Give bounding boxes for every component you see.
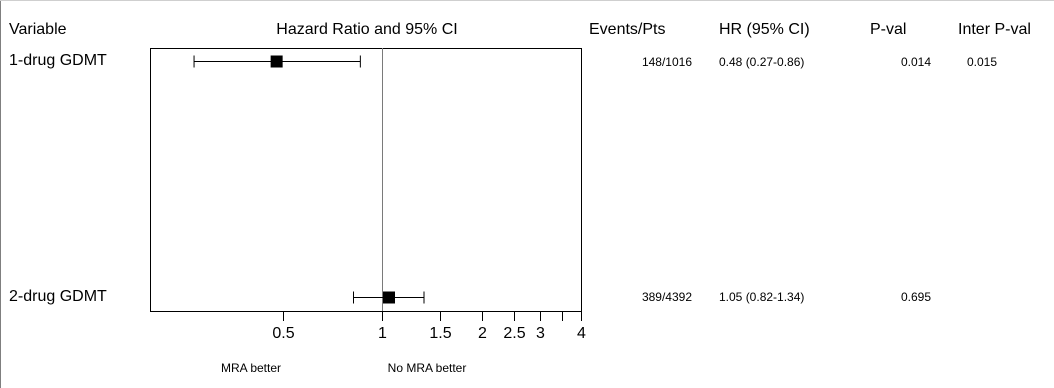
header-variable: Variable xyxy=(9,21,67,38)
row-events-2: 389/4392 xyxy=(641,290,692,304)
row-events-1: 148/1016 xyxy=(641,55,692,69)
row-inter-pval-1: 0.015 xyxy=(967,55,998,69)
header-pval: P-val xyxy=(870,21,907,38)
x-tick-label-7: 4 xyxy=(577,325,586,342)
figure-top-border xyxy=(0,0,1054,1)
row-label-1: 1-drug GDMT xyxy=(9,52,107,69)
header-plot-title: Hazard Ratio and 95% CI xyxy=(276,21,458,38)
figure-left-border xyxy=(0,0,1,388)
x-tick-label-5: 2.5 xyxy=(503,325,525,342)
favor-right-label: No MRA better xyxy=(387,361,467,375)
header-inter-pval: Inter P-val xyxy=(958,21,1031,38)
row-label-2: 2-drug GDMT xyxy=(9,288,107,305)
header-hr-ci: HR (95% CI) xyxy=(719,21,810,38)
x-tick-label-6: 3 xyxy=(536,325,545,342)
header-events: Events/Pts xyxy=(589,21,666,38)
row-pval-2: 0.695 xyxy=(900,290,931,304)
row-hr-ci-2: 1.05 (0.82-1.34) xyxy=(719,290,805,304)
x-tick-label-2: 1 xyxy=(378,325,387,342)
x-tick-label-3: 1.5 xyxy=(429,325,451,342)
hr-point-2 xyxy=(383,291,396,304)
x-tick-label-4: 2 xyxy=(478,325,487,342)
row-hr-ci-1: 0.48 (0.27-0.86) xyxy=(719,55,805,69)
hr-point-1 xyxy=(270,55,283,68)
x-tick-label-1: 0.5 xyxy=(272,325,294,342)
favor-left-label: MRA better xyxy=(220,361,282,375)
row-pval-1: 0.014 xyxy=(900,55,931,69)
